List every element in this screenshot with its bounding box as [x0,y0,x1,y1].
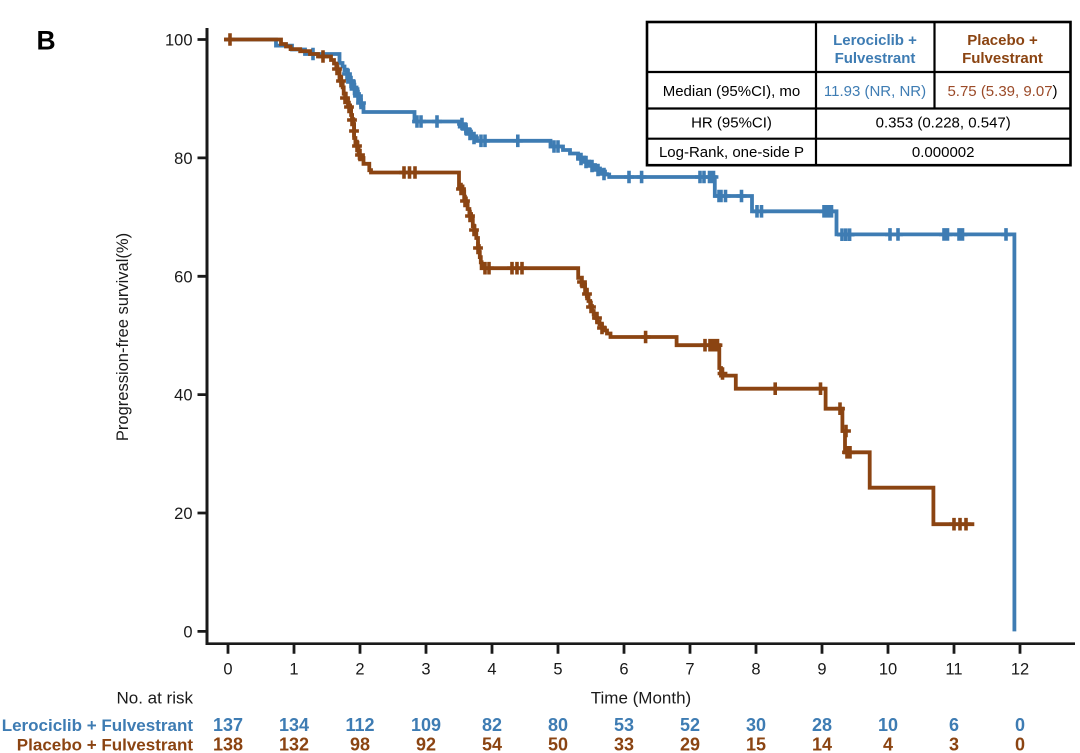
svg-text:Median (95%CI), mo: Median (95%CI), mo [663,83,801,100]
svg-text:98: 98 [350,734,370,753]
svg-text:Lerociclib +: Lerociclib + [833,32,917,49]
svg-text:B: B [37,26,56,56]
svg-text:100: 100 [165,32,193,50]
svg-text:138: 138 [213,734,243,753]
svg-text:60: 60 [174,268,192,286]
svg-text:5: 5 [553,661,562,679]
svg-text:3: 3 [421,661,430,679]
svg-text:4: 4 [487,661,496,679]
svg-text:15: 15 [746,734,766,753]
svg-text:40: 40 [174,387,192,405]
svg-text:132: 132 [279,734,309,753]
svg-text:Log-Rank, one-side P: Log-Rank, one-side P [659,144,804,161]
svg-text:29: 29 [680,734,700,753]
svg-text:54: 54 [482,734,502,753]
svg-text:Time (Month): Time (Month) [591,689,691,708]
svg-text:7: 7 [685,661,694,679]
svg-text:3: 3 [949,734,959,753]
svg-text:Lerociclib + Fulvestrant: Lerociclib + Fulvestrant [2,716,194,735]
svg-text:82: 82 [482,715,502,735]
svg-text:33: 33 [614,734,634,753]
svg-text:0: 0 [1015,715,1025,735]
svg-text:6: 6 [619,661,628,679]
svg-text:6: 6 [949,715,959,735]
svg-text:80: 80 [174,150,192,168]
svg-text:53: 53 [614,715,634,735]
svg-text:112: 112 [345,715,374,735]
svg-text:20: 20 [174,505,192,523]
svg-text:109: 109 [411,715,441,735]
svg-text:10: 10 [879,661,897,679]
svg-text:0: 0 [223,661,232,679]
svg-text:5.75 (5.39, 9.07): 5.75 (5.39, 9.07) [947,83,1057,100]
svg-text:30: 30 [746,715,766,735]
svg-text:No. at risk: No. at risk [116,689,193,708]
svg-text:92: 92 [416,734,436,753]
svg-text:137: 137 [213,715,243,735]
svg-text:4: 4 [883,734,893,753]
svg-text:0.353 (0.228, 0.547): 0.353 (0.228, 0.547) [876,114,1011,131]
svg-text:9: 9 [817,661,826,679]
svg-text:Fulvestrant: Fulvestrant [835,50,916,67]
svg-text:10: 10 [878,715,898,735]
svg-text:0.000002: 0.000002 [912,144,975,161]
svg-text:1: 1 [289,661,298,679]
svg-text:11: 11 [945,661,962,679]
svg-text:12: 12 [1011,661,1029,679]
svg-text:28: 28 [812,715,832,735]
svg-text:50: 50 [548,734,568,753]
svg-text:Progression-free survival(%): Progression-free survival(%) [114,233,132,441]
svg-text:8: 8 [751,661,760,679]
svg-text:2: 2 [355,661,364,679]
svg-text:134: 134 [279,715,309,735]
svg-text:11.93 (NR, NR): 11.93 (NR, NR) [824,83,926,100]
svg-text:HR (95%CI): HR (95%CI) [691,114,772,131]
svg-text:0: 0 [183,624,192,642]
svg-text:52: 52 [680,715,700,735]
svg-text:80: 80 [548,715,568,735]
svg-text:Placebo + Fulvestrant: Placebo + Fulvestrant [17,735,194,753]
svg-text:Placebo +: Placebo + [967,32,1038,49]
svg-text:0: 0 [1015,734,1025,753]
svg-text:14: 14 [812,734,832,753]
svg-text:Fulvestrant: Fulvestrant [962,50,1043,67]
